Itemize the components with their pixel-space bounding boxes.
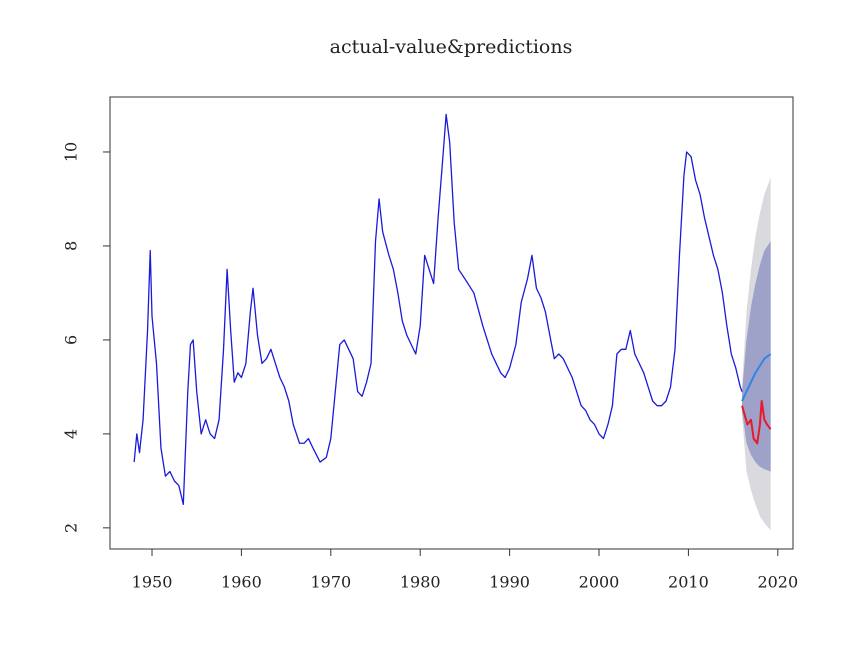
series-line	[741, 399, 772, 445]
x-tick-label: 1990	[489, 573, 530, 592]
x-tick-label: 2010	[668, 573, 709, 592]
x-tick-label: 1980	[400, 573, 441, 592]
y-tick-label: 10	[62, 142, 81, 162]
series-line	[741, 353, 772, 402]
x-tick-label: 2020	[757, 573, 798, 592]
series-line	[133, 113, 743, 506]
x-tick-label: 2000	[579, 573, 620, 592]
y-tick-label: 2	[62, 523, 81, 533]
chart-title: actual-value&predictions	[330, 36, 573, 58]
x-tick-label: 1960	[221, 573, 262, 592]
y-tick-label: 4	[62, 429, 81, 439]
y-tick-label: 8	[62, 241, 81, 251]
x-tick-label: 1970	[310, 573, 351, 592]
y-tick-label: 6	[62, 335, 81, 345]
x-tick-label: 1950	[132, 573, 173, 592]
